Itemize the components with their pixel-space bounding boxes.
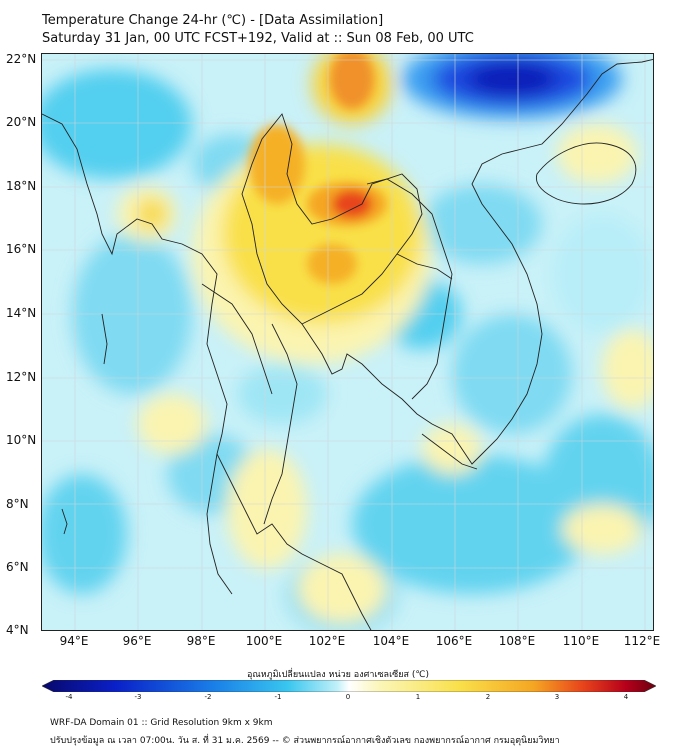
footer-credit: ปรับปรุงข้อมูล ณ เวลา 07:00น. วัน ส. ที่… [50, 736, 560, 746]
lon-tick-108: 108°E [498, 634, 536, 648]
temperature-field [42, 54, 653, 630]
lon-tick-110: 110°E [562, 634, 600, 648]
colorbar-tick: -3 [134, 693, 142, 701]
lon-tick-94: 94°E [59, 634, 89, 648]
lat-tick-12: 12°N [6, 370, 37, 384]
lat-tick-6: 6°N [6, 560, 29, 574]
colorbar-tick: 2 [485, 693, 491, 701]
colorbar-tick: -4 [65, 693, 73, 701]
title-line-2: Saturday 31 Jan, 00 UTC FCST+192, Valid … [42, 31, 474, 46]
colorbar-label: อุณหภูมิเปลี่ยนแปลง หน่วย องศาเซลเซียส (… [246, 670, 430, 680]
colorbar [42, 680, 656, 692]
lon-tick-104: 104°E [372, 634, 410, 648]
lat-tick-16: 16°N [6, 242, 37, 256]
graticule [42, 54, 653, 630]
colorbar-tick: -1 [274, 693, 282, 701]
footer-model-info: WRF-DA Domain 01 :: Grid Resolution 9km … [50, 718, 273, 728]
lat-tick-22: 22°N [6, 52, 37, 66]
colorbar-tick: 4 [623, 693, 629, 701]
lat-tick-8: 8°N [6, 497, 29, 511]
lat-tick-10: 10°N [6, 433, 37, 447]
colorbar-tick: 1 [415, 693, 421, 701]
colorbar-tick: 3 [554, 693, 560, 701]
title-line-1: Temperature Change 24-hr (℃) - [Data Ass… [42, 13, 384, 28]
map-panel[interactable] [41, 53, 654, 631]
lat-tick-20: 20°N [6, 115, 37, 129]
lat-tick-4: 4°N [6, 623, 29, 637]
lon-tick-112: 112°E [623, 634, 661, 648]
lon-tick-106: 106°E [435, 634, 473, 648]
map-title: Temperature Change 24-hr (℃) - [Data Ass… [42, 12, 474, 48]
colorbar-tick: -2 [204, 693, 212, 701]
lon-tick-102: 102°E [308, 634, 346, 648]
colorbar-tick: 0 [345, 693, 351, 701]
lon-tick-98: 98°E [186, 634, 216, 648]
lat-tick-14: 14°N [6, 306, 37, 320]
lat-tick-18: 18°N [6, 179, 37, 193]
coastlines [42, 58, 653, 630]
lon-tick-100: 100°E [245, 634, 283, 648]
lon-tick-96: 96°E [122, 634, 152, 648]
